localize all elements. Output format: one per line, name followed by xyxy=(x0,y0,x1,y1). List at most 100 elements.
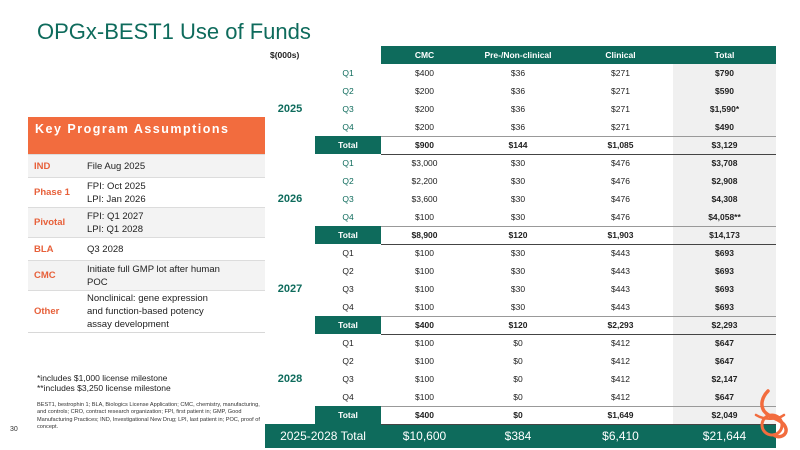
table-cell: $100 xyxy=(415,391,434,402)
table-cell: $490 xyxy=(673,118,776,136)
quarter-label: Q2 xyxy=(342,266,354,276)
quarter-label: Q2 xyxy=(342,86,354,96)
table-cell: $30 xyxy=(510,284,526,294)
subtotal-cell: $400 xyxy=(381,315,468,335)
table-cell: $100 xyxy=(415,266,434,276)
table-cell: $100 xyxy=(415,211,434,222)
subtotal-cell: $120 xyxy=(468,315,568,335)
grand-total-cell: $10,600 xyxy=(381,424,468,448)
table-cell: $1,590* xyxy=(673,100,776,118)
table-cell: $0 xyxy=(513,374,523,384)
subtotal-row: Total $900 $144 $1,085 $3,129 xyxy=(265,135,776,155)
table-cell: $2,200 xyxy=(411,176,438,186)
assumption-row: Phase 1 FPI: Oct 2025 LPI: Jan 2026 xyxy=(28,177,265,207)
table-cell: $30 xyxy=(510,176,526,186)
table-cell: $3,000 xyxy=(411,158,438,169)
table-cell: $30 xyxy=(510,248,526,259)
subtotal-row: Total $8,900 $120 $1,903 $14,173 xyxy=(265,225,776,245)
assumption-label: Pivotal xyxy=(34,217,66,228)
assumption-row: Other Nonclinical: gene expression and f… xyxy=(28,290,265,332)
subtotal-cell: $1,903 xyxy=(568,225,673,245)
subtotal-cell: $8,900 xyxy=(381,225,468,245)
table-cell: $0 xyxy=(513,356,523,366)
table-cell: $200 xyxy=(415,121,434,132)
subtotal-label: Total xyxy=(315,226,381,244)
table-row: Q2 $100 $0 $412 $647 xyxy=(265,352,776,370)
table-cell: $476 xyxy=(611,194,630,204)
footnotes: *includes $1,000 license milestone **inc… xyxy=(37,373,171,393)
table-row: 2026 Q1 $3,000 $30 $476 $3,708 xyxy=(265,154,776,205)
grand-total-cell: $21,644 xyxy=(673,424,776,448)
assumption-value: Nonclinical: gene expression and functio… xyxy=(87,293,208,330)
table-cell: $693 xyxy=(673,244,776,262)
table-cell: $271 xyxy=(611,86,630,96)
quarter-label: Q3 xyxy=(342,284,354,294)
assumption-value: File Aug 2025 xyxy=(87,160,146,172)
unit-label: $(000s) xyxy=(265,46,381,64)
assumption-value: Initiate full GMP lot after human POC xyxy=(87,263,220,288)
table-cell: $100 xyxy=(415,284,434,294)
table-cell: $100 xyxy=(415,356,434,366)
grand-total-row: 2025-2028 Total $10,600 $384 $6,410 $21,644 xyxy=(265,424,776,448)
table-cell: $4,308 xyxy=(673,190,776,208)
table-cell: $271 xyxy=(611,121,630,132)
subtotal-label: Total xyxy=(315,406,381,424)
year-label: 2027 xyxy=(277,283,303,295)
table-row: Q2 $200 $36 $271 $590 xyxy=(265,82,776,100)
assumption-value: FPI: Oct 2025 LPI: Jan 2026 xyxy=(87,180,146,205)
quarter-label: Q1 xyxy=(342,338,354,348)
subtotal-cell: $0 xyxy=(468,405,568,425)
subtotal-row: Total $400 $120 $2,293 $2,293 xyxy=(265,315,776,335)
subtotal-cell: $120 xyxy=(468,225,568,245)
abbreviations: BEST1, bestrophin 1; BLA, Biologics Lice… xyxy=(37,402,260,431)
table-row: 2028 Q1 $100 $0 $412 $647 xyxy=(265,334,776,385)
table-cell: $476 xyxy=(611,176,630,186)
quarter-label: Q3 xyxy=(342,194,354,204)
table-cell: $30 xyxy=(510,211,526,222)
subtotal-cell: $400 xyxy=(381,405,468,425)
subtotal-cell: $900 xyxy=(381,135,468,155)
column-header: Clinical xyxy=(568,46,673,64)
table-cell: $590 xyxy=(673,82,776,100)
table-cell: $476 xyxy=(611,158,630,169)
subtotal-cell: $2,049 xyxy=(673,405,776,425)
assumption-row: CMC Initiate full GMP lot after human PO… xyxy=(28,260,265,290)
table-row: Q4 $100 $30 $443 $693 xyxy=(265,298,776,316)
table-cell: $647 xyxy=(673,334,776,352)
year-label: 2028 xyxy=(277,373,303,385)
table-cell: $476 xyxy=(611,211,630,222)
page-title: OPGx-BEST1 Use of Funds xyxy=(37,19,311,44)
assumption-row: BLA Q3 2028 xyxy=(28,237,265,260)
table-cell: $693 xyxy=(673,298,776,316)
quarter-label: Q4 xyxy=(342,302,354,312)
subtotal-row: Total $400 $0 $1,649 $2,049 xyxy=(265,405,776,425)
table-cell: $412 xyxy=(611,391,630,402)
assumption-label: BLA xyxy=(34,243,54,255)
subtotal-cell: $2,293 xyxy=(673,315,776,335)
table-cell: $412 xyxy=(611,338,630,349)
subtotal-label: Total xyxy=(315,316,381,334)
quarter-label: Q2 xyxy=(342,176,354,186)
grand-total-cell: $6,410 xyxy=(568,424,673,448)
table-cell: $36 xyxy=(510,68,526,78)
year-label: 2025 xyxy=(277,103,303,115)
assumption-label: CMC xyxy=(34,270,56,281)
quarter-label: Q3 xyxy=(342,374,354,384)
table-cell: $3,600 xyxy=(411,194,438,204)
table-row: Q3 $200 $36 $271 $1,590* xyxy=(265,100,776,118)
year-label: 2026 xyxy=(277,193,303,205)
table-cell: $0 xyxy=(513,338,523,349)
table-cell: $200 xyxy=(415,86,434,96)
subtotal-cell: $1,649 xyxy=(568,405,673,425)
grand-total-cell: $384 xyxy=(468,424,568,448)
table-cell: $693 xyxy=(673,262,776,280)
table-cell: $3,708 xyxy=(673,154,776,172)
subtotal-cell: $1,085 xyxy=(568,135,673,155)
table-cell: $443 xyxy=(611,248,630,259)
table-cell: $100 xyxy=(415,301,434,312)
table-row: 2025 Q1 $400 $36 $271 $790 xyxy=(265,64,776,115)
assumption-value: Q3 2028 xyxy=(87,243,124,255)
assumption-row: Pivotal FPI: Q1 2027 LPI: Q1 2028 xyxy=(28,207,265,237)
column-header: CMC xyxy=(381,46,468,64)
key-assumptions-panel: Key Program Assumptions IND File Aug 202… xyxy=(28,117,265,333)
